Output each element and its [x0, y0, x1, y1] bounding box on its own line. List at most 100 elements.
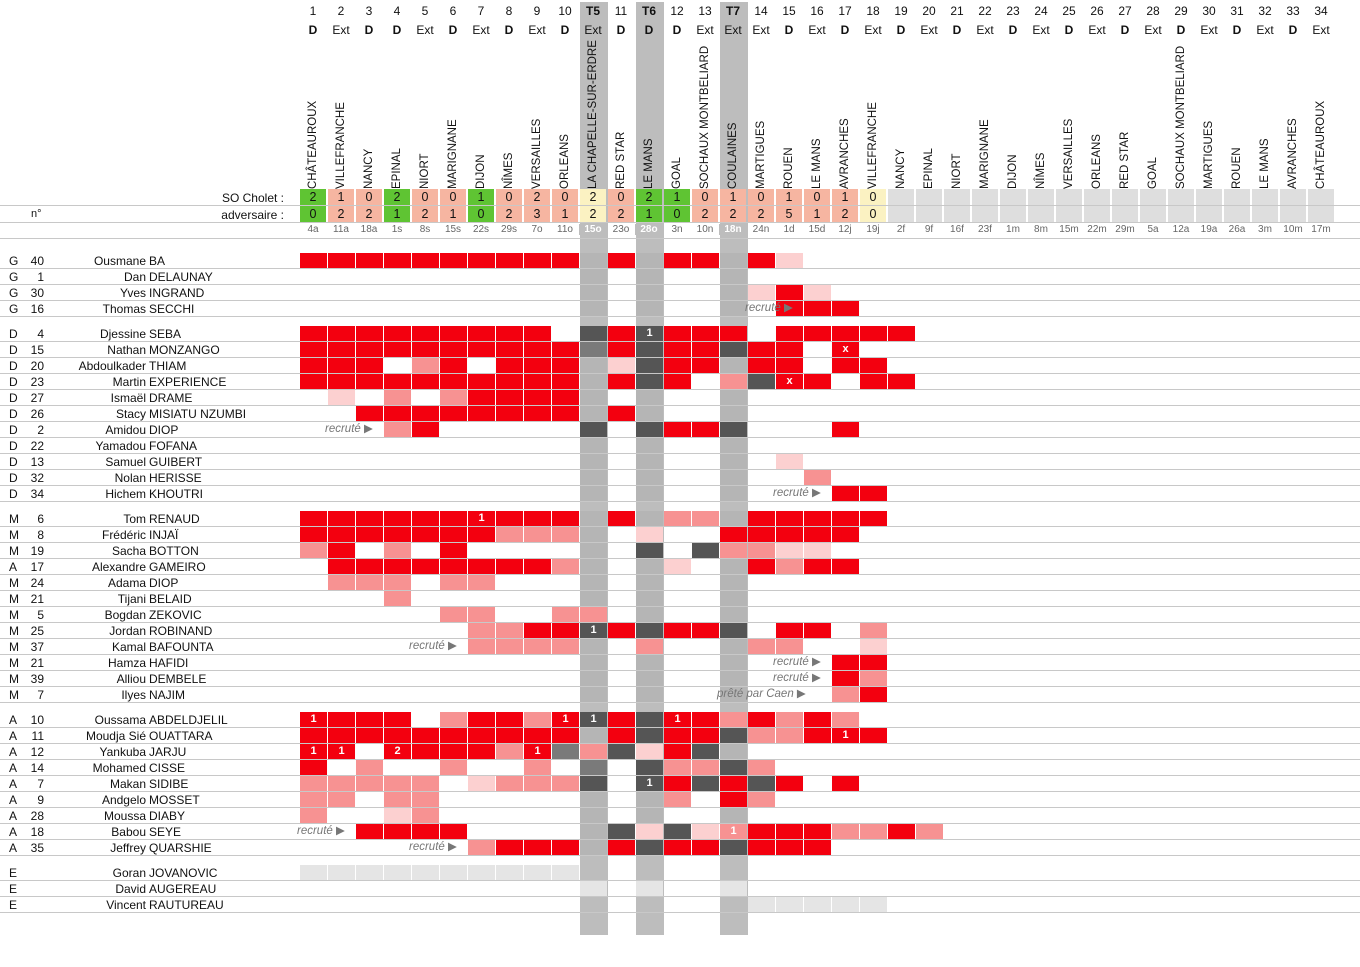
match-cell[interactable]	[524, 342, 551, 357]
opponent-name[interactable]: AVRANCHES	[839, 118, 851, 189]
opponent-name[interactable]: ROUEN	[1231, 147, 1243, 189]
match-cell[interactable]	[832, 559, 859, 574]
match-cell[interactable]	[440, 527, 467, 542]
opponent-name[interactable]: ROUEN	[783, 147, 795, 189]
match-cell[interactable]	[552, 342, 579, 357]
match-cell[interactable]	[692, 824, 719, 839]
match-cell[interactable]	[468, 575, 495, 590]
match-cell[interactable]	[692, 253, 719, 268]
match-cell[interactable]	[720, 470, 747, 485]
match-cell[interactable]	[580, 655, 607, 670]
player-row[interactable]: M 7 Ilyes NAJIM prêté par Caen ▶	[0, 687, 1360, 703]
match-cell[interactable]	[636, 559, 663, 574]
match-cell[interactable]	[860, 655, 887, 670]
match-cell[interactable]	[636, 687, 663, 702]
match-cell[interactable]	[328, 342, 355, 357]
match-cell[interactable]	[468, 559, 495, 574]
match-cell[interactable]	[636, 744, 663, 759]
match-cell[interactable]	[748, 543, 775, 558]
match-cell[interactable]	[300, 543, 327, 558]
match-cell[interactable]	[860, 486, 887, 501]
match-cell[interactable]	[776, 358, 803, 373]
opponent-name[interactable]: CHÂTEAUROUX	[307, 100, 319, 189]
player-row[interactable]: D 20 Abdoulkader THIAM	[0, 358, 1360, 374]
match-cell[interactable]	[608, 712, 635, 727]
match-cell[interactable]	[776, 840, 803, 855]
match-cell[interactable]	[552, 744, 579, 759]
match-cell[interactable]	[580, 639, 607, 654]
match-cell[interactable]	[384, 422, 411, 437]
match-cell[interactable]	[440, 390, 467, 405]
match-cell[interactable]	[552, 865, 579, 880]
match-cell[interactable]: 1	[720, 824, 747, 839]
match-cell[interactable]	[300, 728, 327, 743]
match-cell[interactable]	[720, 269, 747, 284]
match-cell[interactable]	[440, 543, 467, 558]
match-cell[interactable]	[524, 559, 551, 574]
match-cell[interactable]	[720, 422, 747, 437]
match-cell[interactable]	[384, 808, 411, 823]
match-cell[interactable]	[776, 639, 803, 654]
match-cell[interactable]	[356, 527, 383, 542]
match-cell[interactable]	[496, 712, 523, 727]
match-cell[interactable]	[720, 454, 747, 469]
player-row[interactable]: A 28 Moussa DIABY	[0, 808, 1360, 824]
match-cell[interactable]	[440, 374, 467, 389]
opponent-name[interactable]: VERSAILLES	[1063, 118, 1075, 189]
match-cell[interactable]	[608, 511, 635, 526]
match-cell[interactable]	[720, 559, 747, 574]
match-cell[interactable]	[720, 607, 747, 622]
opponent-name[interactable]: NÎMES	[503, 152, 515, 189]
opponent-name[interactable]: MARIGNANE	[979, 119, 991, 189]
match-cell[interactable]	[524, 326, 551, 341]
match-cell[interactable]	[328, 575, 355, 590]
match-cell[interactable]	[692, 728, 719, 743]
player-row[interactable]: A 17 Alexandre GAMEIRO	[0, 559, 1360, 575]
opponent-name[interactable]: NÎMES	[1035, 152, 1047, 189]
match-cell[interactable]	[636, 422, 663, 437]
match-cell[interactable]	[664, 374, 691, 389]
match-cell[interactable]	[328, 712, 355, 727]
match-cell[interactable]	[496, 253, 523, 268]
match-cell[interactable]	[580, 808, 607, 823]
match-cell[interactable]	[636, 607, 663, 622]
opponent-name[interactable]: DIJON	[475, 154, 487, 190]
player-row[interactable]: D 27 Ismaël DRAME	[0, 390, 1360, 406]
match-cell[interactable]	[580, 390, 607, 405]
player-row[interactable]: D 4 Djessine SEBA 1	[0, 326, 1360, 342]
match-cell[interactable]	[412, 792, 439, 807]
match-cell[interactable]	[412, 374, 439, 389]
match-cell[interactable]	[580, 881, 607, 896]
match-cell[interactable]	[888, 824, 915, 839]
match-cell[interactable]	[440, 728, 467, 743]
match-cell[interactable]	[636, 374, 663, 389]
match-cell[interactable]	[356, 824, 383, 839]
match-cell[interactable]	[748, 639, 775, 654]
match-cell[interactable]	[328, 390, 355, 405]
match-cell[interactable]	[328, 358, 355, 373]
match-cell[interactable]	[468, 406, 495, 421]
match-cell[interactable]	[328, 253, 355, 268]
match-cell[interactable]	[720, 808, 747, 823]
match-cell[interactable]	[384, 326, 411, 341]
match-cell[interactable]	[496, 623, 523, 638]
match-cell[interactable]	[636, 454, 663, 469]
opponent-name[interactable]: LE MANS	[811, 138, 823, 190]
match-cell[interactable]	[720, 486, 747, 501]
match-cell[interactable]	[720, 511, 747, 526]
match-cell[interactable]	[720, 792, 747, 807]
match-cell[interactable]: 1	[468, 511, 495, 526]
match-cell[interactable]	[692, 776, 719, 791]
player-row[interactable]: A 7 Makan SIDIBE 1	[0, 776, 1360, 792]
match-cell[interactable]	[440, 511, 467, 526]
opponent-name[interactable]: CHÂTEAUROUX	[1315, 100, 1327, 189]
match-cell[interactable]	[580, 824, 607, 839]
match-cell[interactable]	[328, 728, 355, 743]
match-cell[interactable]	[748, 358, 775, 373]
match-cell[interactable]	[412, 358, 439, 373]
match-cell[interactable]	[804, 623, 831, 638]
match-cell[interactable]	[580, 511, 607, 526]
match-cell[interactable]	[524, 639, 551, 654]
match-cell[interactable]	[832, 655, 859, 670]
match-cell[interactable]	[440, 253, 467, 268]
